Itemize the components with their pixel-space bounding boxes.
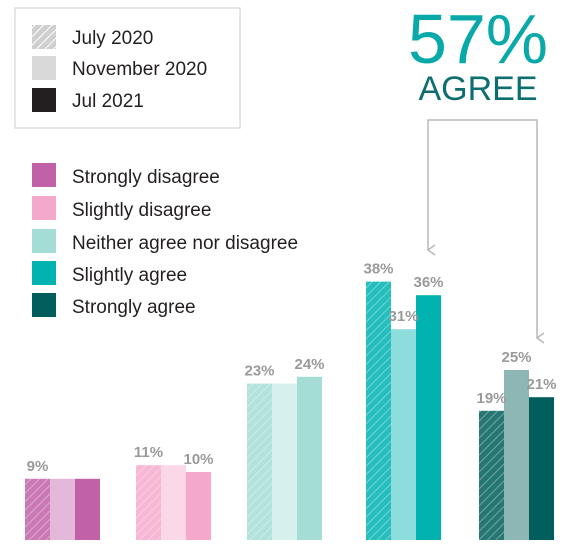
- category-legend-swatch-strongly-agree: [32, 293, 56, 317]
- bar-strongly-agree-november-2020: [504, 370, 529, 540]
- category-legend-label-slightly-disagree: Slightly disagree: [72, 200, 211, 221]
- agree-callout: 57% AGREE: [408, 0, 548, 344]
- category-legend-label-strongly-agree: Strongly agree: [72, 297, 196, 318]
- bar-neither-agree-nor-disagree-jul-2021: [297, 376, 322, 540]
- bar-slightly-agree-july-2020-hatch: [366, 281, 391, 540]
- bar-slightly-agree-november-2020: [391, 329, 416, 540]
- series-legend-swatch-july-2020: [32, 25, 56, 49]
- series-legend-frame: [14, 7, 241, 129]
- data-label-strongly-agree-july-2020: 19%: [476, 390, 506, 407]
- category-legend-swatch-neither: [32, 229, 56, 253]
- data-label-slightly-disagree-jul-2021: 10%: [183, 451, 213, 468]
- data-label-strongly-agree-november-2020: 25%: [501, 349, 531, 366]
- series-legend-label-july-2020: July 2020: [72, 28, 153, 49]
- data-label-slightly-agree-november-2020: 31%: [388, 308, 418, 325]
- series-legend-label-november-2020: November 2020: [72, 59, 207, 80]
- series-legend-swatch-jul-2021: [32, 88, 56, 112]
- callout-label: AGREE: [418, 70, 537, 108]
- bar-neither-agree-nor-disagree-november-2020: [272, 383, 297, 540]
- category-legend-label-neither: Neither agree nor disagree: [72, 233, 298, 254]
- category-legend-swatch-strongly-disagree: [32, 163, 56, 187]
- bar-strongly-disagree-november-2020: [50, 478, 75, 540]
- category-legend-swatch-slightly-agree: [32, 261, 56, 285]
- bar-slightly-disagree-jul-2021: [186, 472, 211, 540]
- data-label-neither-agree-nor-disagree-jul-2021: 24%: [294, 356, 324, 373]
- bar-slightly-agree-jul-2021: [416, 295, 441, 540]
- category-legend-swatch-slightly-disagree: [32, 196, 56, 220]
- category-legend-label-slightly-agree: Slightly agree: [72, 265, 187, 286]
- bar-neither-agree-nor-disagree-july-2020-hatch: [247, 383, 272, 540]
- bar-slightly-disagree-july-2020-hatch: [136, 465, 161, 540]
- category-legend: Strongly disagree Slightly disagree Neit…: [32, 163, 298, 318]
- data-labels-layer: 9% 11% 10% 23% 24% 38% 31% 36% 19% 25% 21%: [27, 261, 557, 475]
- bar-strongly-disagree-jul-2021: [75, 478, 100, 540]
- bar-strongly-disagree-july-2020-hatch: [25, 478, 50, 540]
- data-label-slightly-disagree-july-2020: 11%: [134, 444, 163, 461]
- data-label-strongly-agree-jul-2021: 21%: [526, 376, 556, 393]
- data-label-strongly-disagree-july-2020: 9%: [27, 458, 49, 475]
- category-legend-label-strongly-disagree: Strongly disagree: [72, 167, 220, 188]
- callout-bracket-line: [426, 119, 545, 344]
- series-legend-swatch-november-2020: [32, 56, 56, 80]
- bar-slightly-disagree-november-2020: [161, 465, 186, 540]
- series-legend: July 2020 November 2020 Jul 2021: [14, 7, 241, 129]
- bar-strongly-agree-jul-2021: [529, 397, 554, 540]
- data-label-neither-agree-nor-disagree-july-2020: 23%: [244, 363, 274, 380]
- data-label-slightly-agree-july-2020: 38%: [363, 261, 393, 278]
- series-legend-label-jul-2021: Jul 2021: [72, 91, 144, 112]
- callout-value: 57%: [408, 0, 548, 78]
- bar-strongly-agree-july-2020-hatch: [479, 410, 504, 540]
- data-label-slightly-agree-jul-2021: 36%: [413, 274, 443, 291]
- bars-layer: [25, 281, 554, 540]
